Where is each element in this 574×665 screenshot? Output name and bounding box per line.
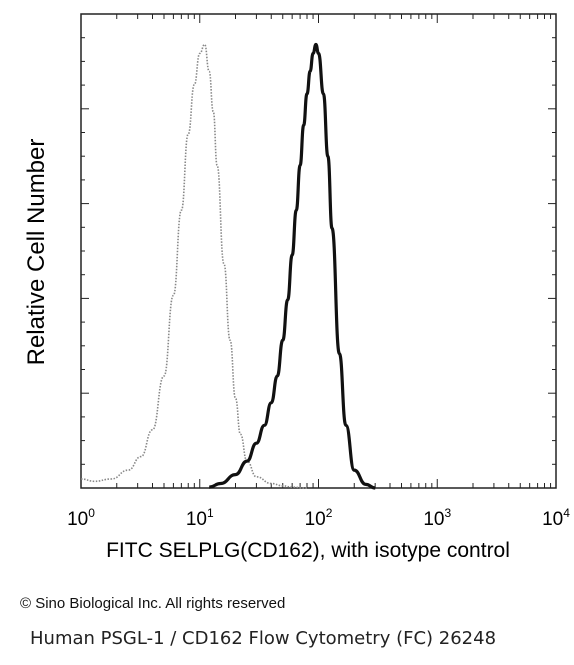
x-tick-label: 104	[542, 506, 570, 530]
x-axis-title: FITC SELPLG(CD162), with isotype control	[106, 539, 510, 562]
histogram-series	[80, 42, 376, 490]
plot-frame	[80, 13, 557, 489]
x-tick-label: 103	[423, 506, 451, 530]
x-tick-labels: 100 101 102 103 104	[67, 506, 570, 530]
x-tick-label: 101	[186, 506, 214, 530]
copyright-notice: © Sino Biological Inc. All rights reserv…	[20, 595, 286, 612]
flow-cytometry-histogram: 100 101 102 103 104 Relative Cell Number FIT…	[23, 13, 570, 562]
x-tick-label: 102	[305, 506, 333, 530]
figure-caption: Human PSGL-1 / CD162 Flow Cytometry (FC)…	[30, 628, 497, 649]
y-axis-ticks	[81, 13, 556, 489]
isotype-control-histogram-line	[80, 43, 308, 489]
y-axis-title: Relative Cell Number	[23, 139, 50, 366]
sample-histogram-line	[209, 42, 376, 490]
x-axis-ticks	[80, 14, 557, 488]
x-tick-label: 100	[67, 506, 95, 530]
